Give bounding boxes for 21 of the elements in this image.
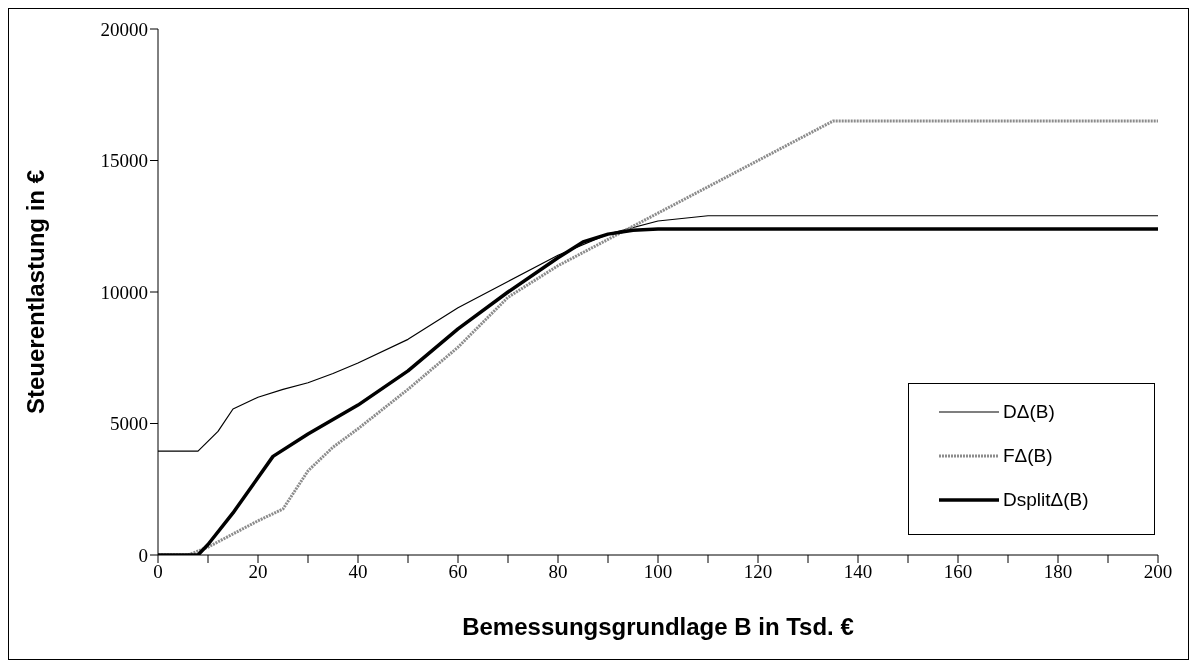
x-tick-label: 60 <box>448 561 468 583</box>
legend-label: DsplitΔ(B) <box>1003 489 1089 511</box>
x-tick-label: 40 <box>348 561 368 583</box>
x-tick-label: 120 <box>743 561 773 583</box>
x-tick-label: 180 <box>1043 561 1073 583</box>
y-tick-label: 15000 <box>100 150 148 172</box>
y-tick-label: 20000 <box>100 18 148 40</box>
y-axis-title: Steuerentlastung in € <box>21 169 49 415</box>
x-axis-title: Bemessungsgrundlage B in Tsd. € <box>462 613 854 640</box>
y-tick-label: 5000 <box>110 413 148 435</box>
x-tick-label: 160 <box>943 561 973 583</box>
x-tick-label: 100 <box>643 561 673 583</box>
x-tick-label: 140 <box>843 561 873 583</box>
legend-label: DΔ(B) <box>1003 401 1055 423</box>
x-tick-label: 20 <box>248 561 268 583</box>
x-tick-label: 0 <box>153 561 163 583</box>
y-tick-label: 0 <box>138 544 148 566</box>
y-tick-label: 10000 <box>100 281 148 303</box>
legend-label: FΔ(B) <box>1003 445 1053 467</box>
x-tick-label: 80 <box>548 561 568 583</box>
x-tick-label: 200 <box>1143 561 1173 583</box>
